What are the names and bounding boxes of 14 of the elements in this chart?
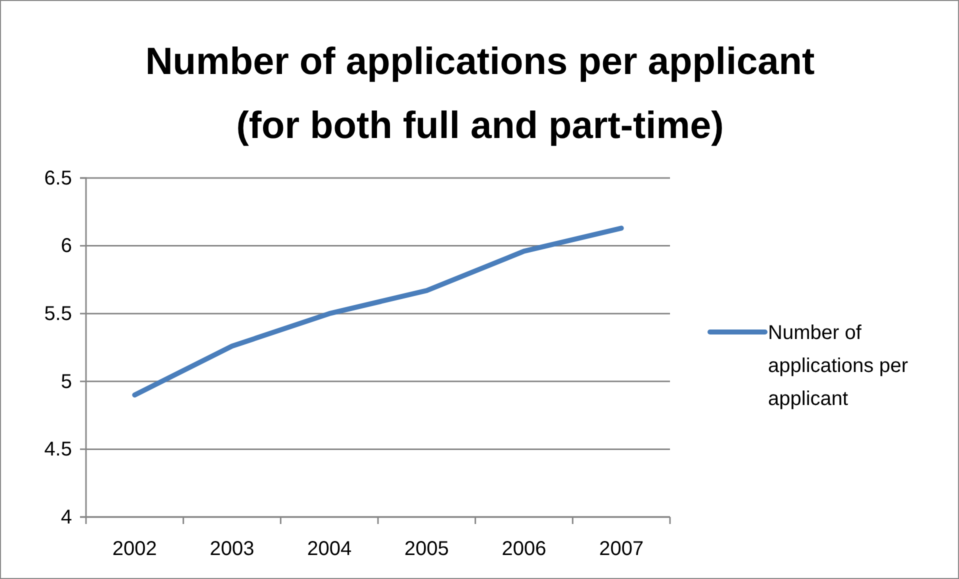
y-tick-label: 4.5 bbox=[44, 438, 72, 461]
chart-title: Number of applications per applicant (for both full and part-time) bbox=[145, 41, 816, 147]
x-tick-label: 2005 bbox=[404, 538, 449, 560]
x-tick-label: 2002 bbox=[112, 538, 157, 560]
y-tick-label: 5 bbox=[60, 370, 72, 393]
y-tick-label: 6.5 bbox=[44, 167, 72, 190]
legend-label: Number of applications per applicant bbox=[768, 322, 908, 410]
y-tick-label: 5.5 bbox=[44, 303, 72, 325]
y-tick-label: 6 bbox=[60, 235, 72, 258]
x-tick-label: 2004 bbox=[307, 538, 352, 560]
x-tick-label: 2007 bbox=[599, 538, 644, 560]
x-tick-label: 2003 bbox=[210, 538, 254, 560]
y-tick-label: 4 bbox=[60, 506, 72, 528]
x-tick-label: 2006 bbox=[502, 538, 546, 560]
